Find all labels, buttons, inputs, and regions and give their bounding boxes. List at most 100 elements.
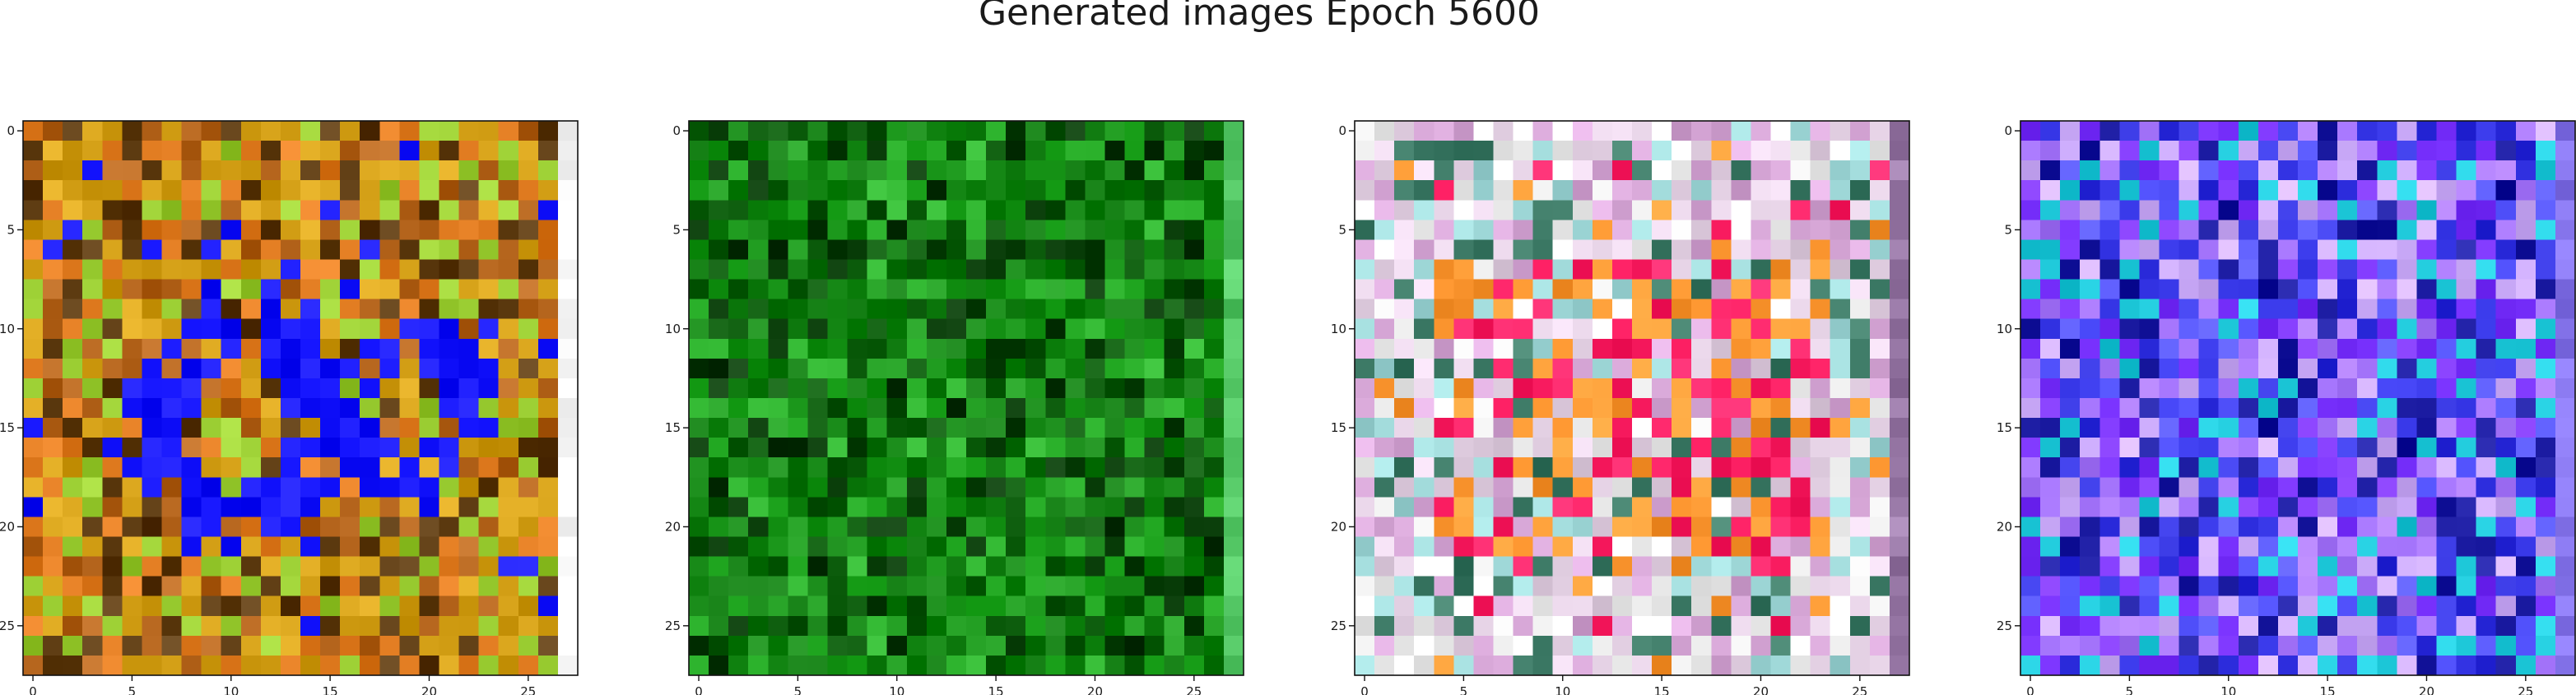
pixel [886,615,908,637]
pixel [1374,477,1395,498]
pixel [360,595,380,617]
pixel [260,141,281,161]
pixel [458,121,480,141]
pixel [1374,536,1395,558]
pixel [1691,141,1712,161]
pixel [181,536,202,558]
pixel [2535,556,2556,577]
pixel [399,358,421,379]
pixel [986,556,1007,577]
pixel [142,279,163,300]
pixel [2397,517,2418,538]
pixel [2080,299,2100,320]
pixel [478,259,500,280]
pixel [1770,635,1792,656]
pixel [340,635,360,656]
pixel [2555,200,2576,220]
pixel [1889,477,1910,498]
pixel [1453,318,1475,340]
pixel [1672,556,1692,577]
pixel [2040,556,2061,577]
pixel [1183,180,1205,201]
pixel [946,121,967,141]
pixel [2397,655,2418,676]
pixel [221,536,242,558]
pixel [807,160,829,181]
pixel [1770,220,1792,241]
pixel [458,259,480,280]
pixel [2377,457,2397,478]
pixel [2178,200,2200,220]
pixel [1751,457,1772,478]
pixel [1830,556,1851,577]
pixel [360,200,380,220]
pixel [2099,121,2120,141]
pixel [2555,477,2576,498]
pixel [1434,160,1454,181]
pixel [2515,358,2536,379]
pixel [966,655,987,676]
pixel [1493,200,1514,220]
pixel [1374,576,1395,597]
pixel [1164,595,1185,617]
pixel [300,180,321,201]
pixel [161,438,183,458]
pixel [399,438,421,458]
pixel [2456,398,2477,419]
pixel [2119,318,2141,340]
pixel [1770,378,1792,399]
pixel [1572,318,1593,340]
pixel [221,517,242,538]
pixel [300,438,321,458]
pixel [926,438,947,458]
pixel [2159,160,2180,181]
pixel [1104,318,1126,340]
pixel [2298,635,2318,656]
pixel [1183,576,1205,597]
pixel [221,418,242,438]
pixel [807,200,829,220]
pixel [827,635,849,656]
pixel [807,517,829,538]
pixel [689,220,709,241]
pixel [1572,615,1593,637]
pixel [181,259,202,280]
pixel [2337,497,2358,518]
pixel [2357,318,2378,340]
pixel [2020,635,2041,656]
pixel [2257,259,2279,280]
pixel [2080,438,2100,458]
pixel [2178,418,2200,438]
pixel [1203,635,1225,656]
pixel [2555,635,2576,656]
pixel [2436,595,2457,617]
pixel [82,160,103,181]
pixel [1672,180,1692,201]
pixel [1085,536,1106,558]
pixel [788,121,809,141]
pixel [867,615,888,637]
pixel [1751,160,1772,181]
pixel [1355,180,1375,201]
pixel [807,655,829,676]
pixel [1751,438,1772,458]
pixel [2555,239,2576,261]
pixel [122,655,143,676]
x-tick-label: 20 [2419,684,2434,695]
pixel [1203,318,1225,340]
pixel [1223,497,1244,518]
pixel [2357,259,2378,280]
pixel [2277,497,2299,518]
pixel [1869,398,1890,419]
pixel [1453,655,1475,676]
pixel [1552,477,1574,498]
pixel [1572,655,1593,676]
pixel [1374,398,1395,419]
pixel [142,576,163,597]
pixel [23,299,44,320]
pixel [1414,239,1434,261]
pixel [1513,180,1534,201]
x-tick-label: 10 [1555,684,1570,695]
pixel [63,239,83,261]
pixel [537,121,559,141]
